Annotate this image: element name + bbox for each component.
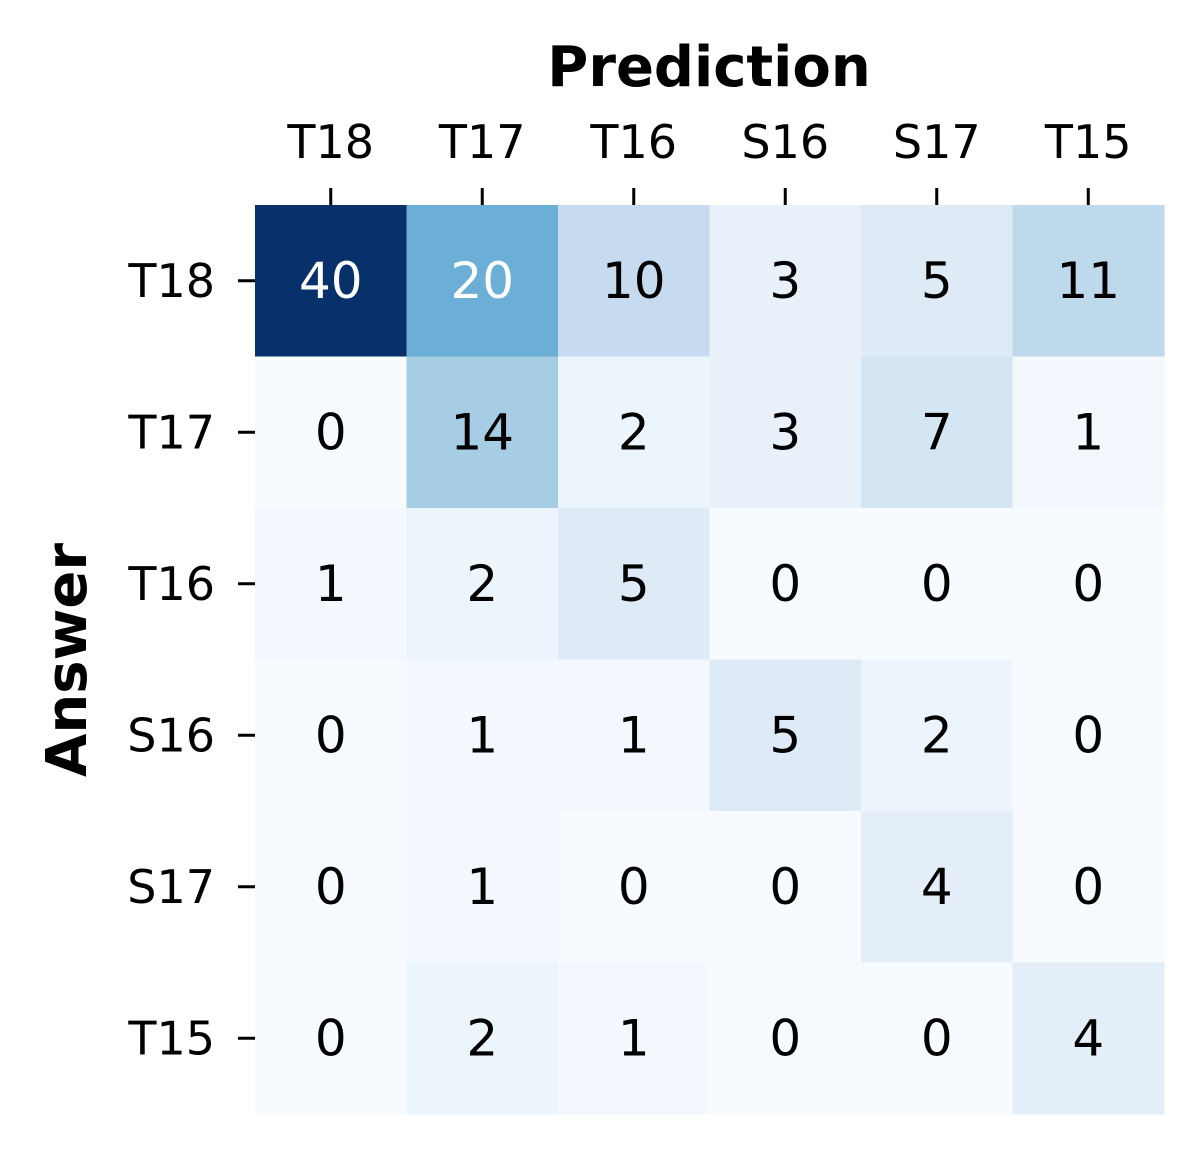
y-tick-label: T17 [127,405,215,459]
heatmap-cell [255,659,408,812]
heatmap-cell [406,962,559,1115]
heatmap-cell [1012,659,1165,812]
y-tick-label: T18 [127,254,215,308]
y-tick-label: T15 [127,1011,215,1065]
heatmap-cell [558,962,711,1115]
cell-value-label: 0 [315,706,347,764]
cell-value-label: 1 [1072,403,1104,461]
cell-value-label: 1 [618,706,650,764]
x-tick-label: T15 [1044,115,1132,169]
x-tick-label: S17 [893,115,981,169]
cell-value-label: 1 [466,706,498,764]
x-tick-label: T16 [589,115,677,169]
x-tick-label: T17 [438,115,526,169]
cell-value-label: 4 [921,858,953,916]
heatmap-cell [709,508,862,661]
heatmap-cell [406,659,559,812]
heatmap-cell [1012,962,1165,1115]
heatmap-cell [255,508,408,661]
cell-value-label: 1 [315,555,347,613]
x-tick-label: S16 [741,115,829,169]
heatmap-cell [1012,356,1165,509]
heatmap-cell [406,205,559,358]
cell-value-label: 3 [769,252,801,310]
heatmap-cell [255,356,408,509]
x-axis-ticks: T18 T17 T16 S16 S17 T15 [286,115,1132,205]
heatmap-cell [406,508,559,661]
cell-value-label: 0 [618,858,650,916]
heatmap-cell [1012,508,1165,661]
cell-value-label: 10 [602,252,666,310]
y-axis-title: Answer [35,543,100,777]
heatmap-cell [861,205,1014,358]
heatmap-cell [709,811,862,964]
cell-value-label: 3 [769,403,801,461]
heatmap-cell [861,811,1014,964]
heatmap-cell [709,205,862,358]
cell-value-label: 0 [1072,706,1104,764]
heatmap-cell [255,205,408,358]
cell-value-label: 2 [466,555,498,613]
heatmap-cell [709,356,862,509]
heatmap-cell [406,811,559,964]
y-tick-label: S17 [127,860,215,914]
cell-value-label: 2 [466,1009,498,1067]
cell-value-label: 5 [618,555,650,613]
cell-value-label: 0 [1072,555,1104,613]
heatmap-cell [861,508,1014,661]
heatmap-cell [558,508,711,661]
heatmap-cell [558,356,711,509]
cell-value-label: 0 [315,1009,347,1067]
heatmap-cell [255,962,408,1115]
y-tick-label: S16 [127,708,215,762]
cell-value-label: 5 [921,252,953,310]
cell-value-label: 0 [769,555,801,613]
cell-value-label: 0 [769,1009,801,1067]
x-tick-label: T18 [286,115,374,169]
heatmap-cell [709,659,862,812]
cell-value-label: 2 [921,706,953,764]
cell-value-label: 4 [1072,1009,1104,1067]
cell-value-label: 5 [769,706,801,764]
heatmap-cell [1012,205,1165,358]
heatmap-cells: 40 20 10 3 5 110 14 2 3 7 11 2 5 0 0 00 1 1 5 2 00 1 0 0 4 00 2 1 0 0… [255,205,1165,1115]
y-tick-label: T16 [127,557,215,611]
cell-value-label: 11 [1056,252,1120,310]
x-axis-title: Prediction [547,35,870,100]
cell-value-label: 1 [466,858,498,916]
cell-value-label: 0 [921,1009,953,1067]
cell-value-label: 20 [450,252,514,310]
cell-value-label: 7 [921,403,953,461]
heatmap-cell [861,356,1014,509]
cell-value-label: 1 [618,1009,650,1067]
heatmap-cell [255,811,408,964]
heatmap-cell [558,811,711,964]
cell-value-label: 40 [299,252,363,310]
heatmap-cell [558,659,711,812]
cell-value-label: 0 [315,858,347,916]
cell-value-label: 2 [618,403,650,461]
heatmap-cell [861,659,1014,812]
heatmap-cell [709,962,862,1115]
cell-value-label: 0 [315,403,347,461]
cell-value-label: 14 [450,403,514,461]
cell-value-label: 0 [1072,858,1104,916]
cell-value-label: 0 [769,858,801,916]
heatmap-cell [558,205,711,358]
cell-value-label: 0 [921,555,953,613]
heatmap-cell [861,962,1014,1115]
heatmap-cell [406,356,559,509]
y-axis-ticks: T18 T17 T16 S16 S17 T15 [127,254,255,1065]
heatmap-cell [1012,811,1165,964]
